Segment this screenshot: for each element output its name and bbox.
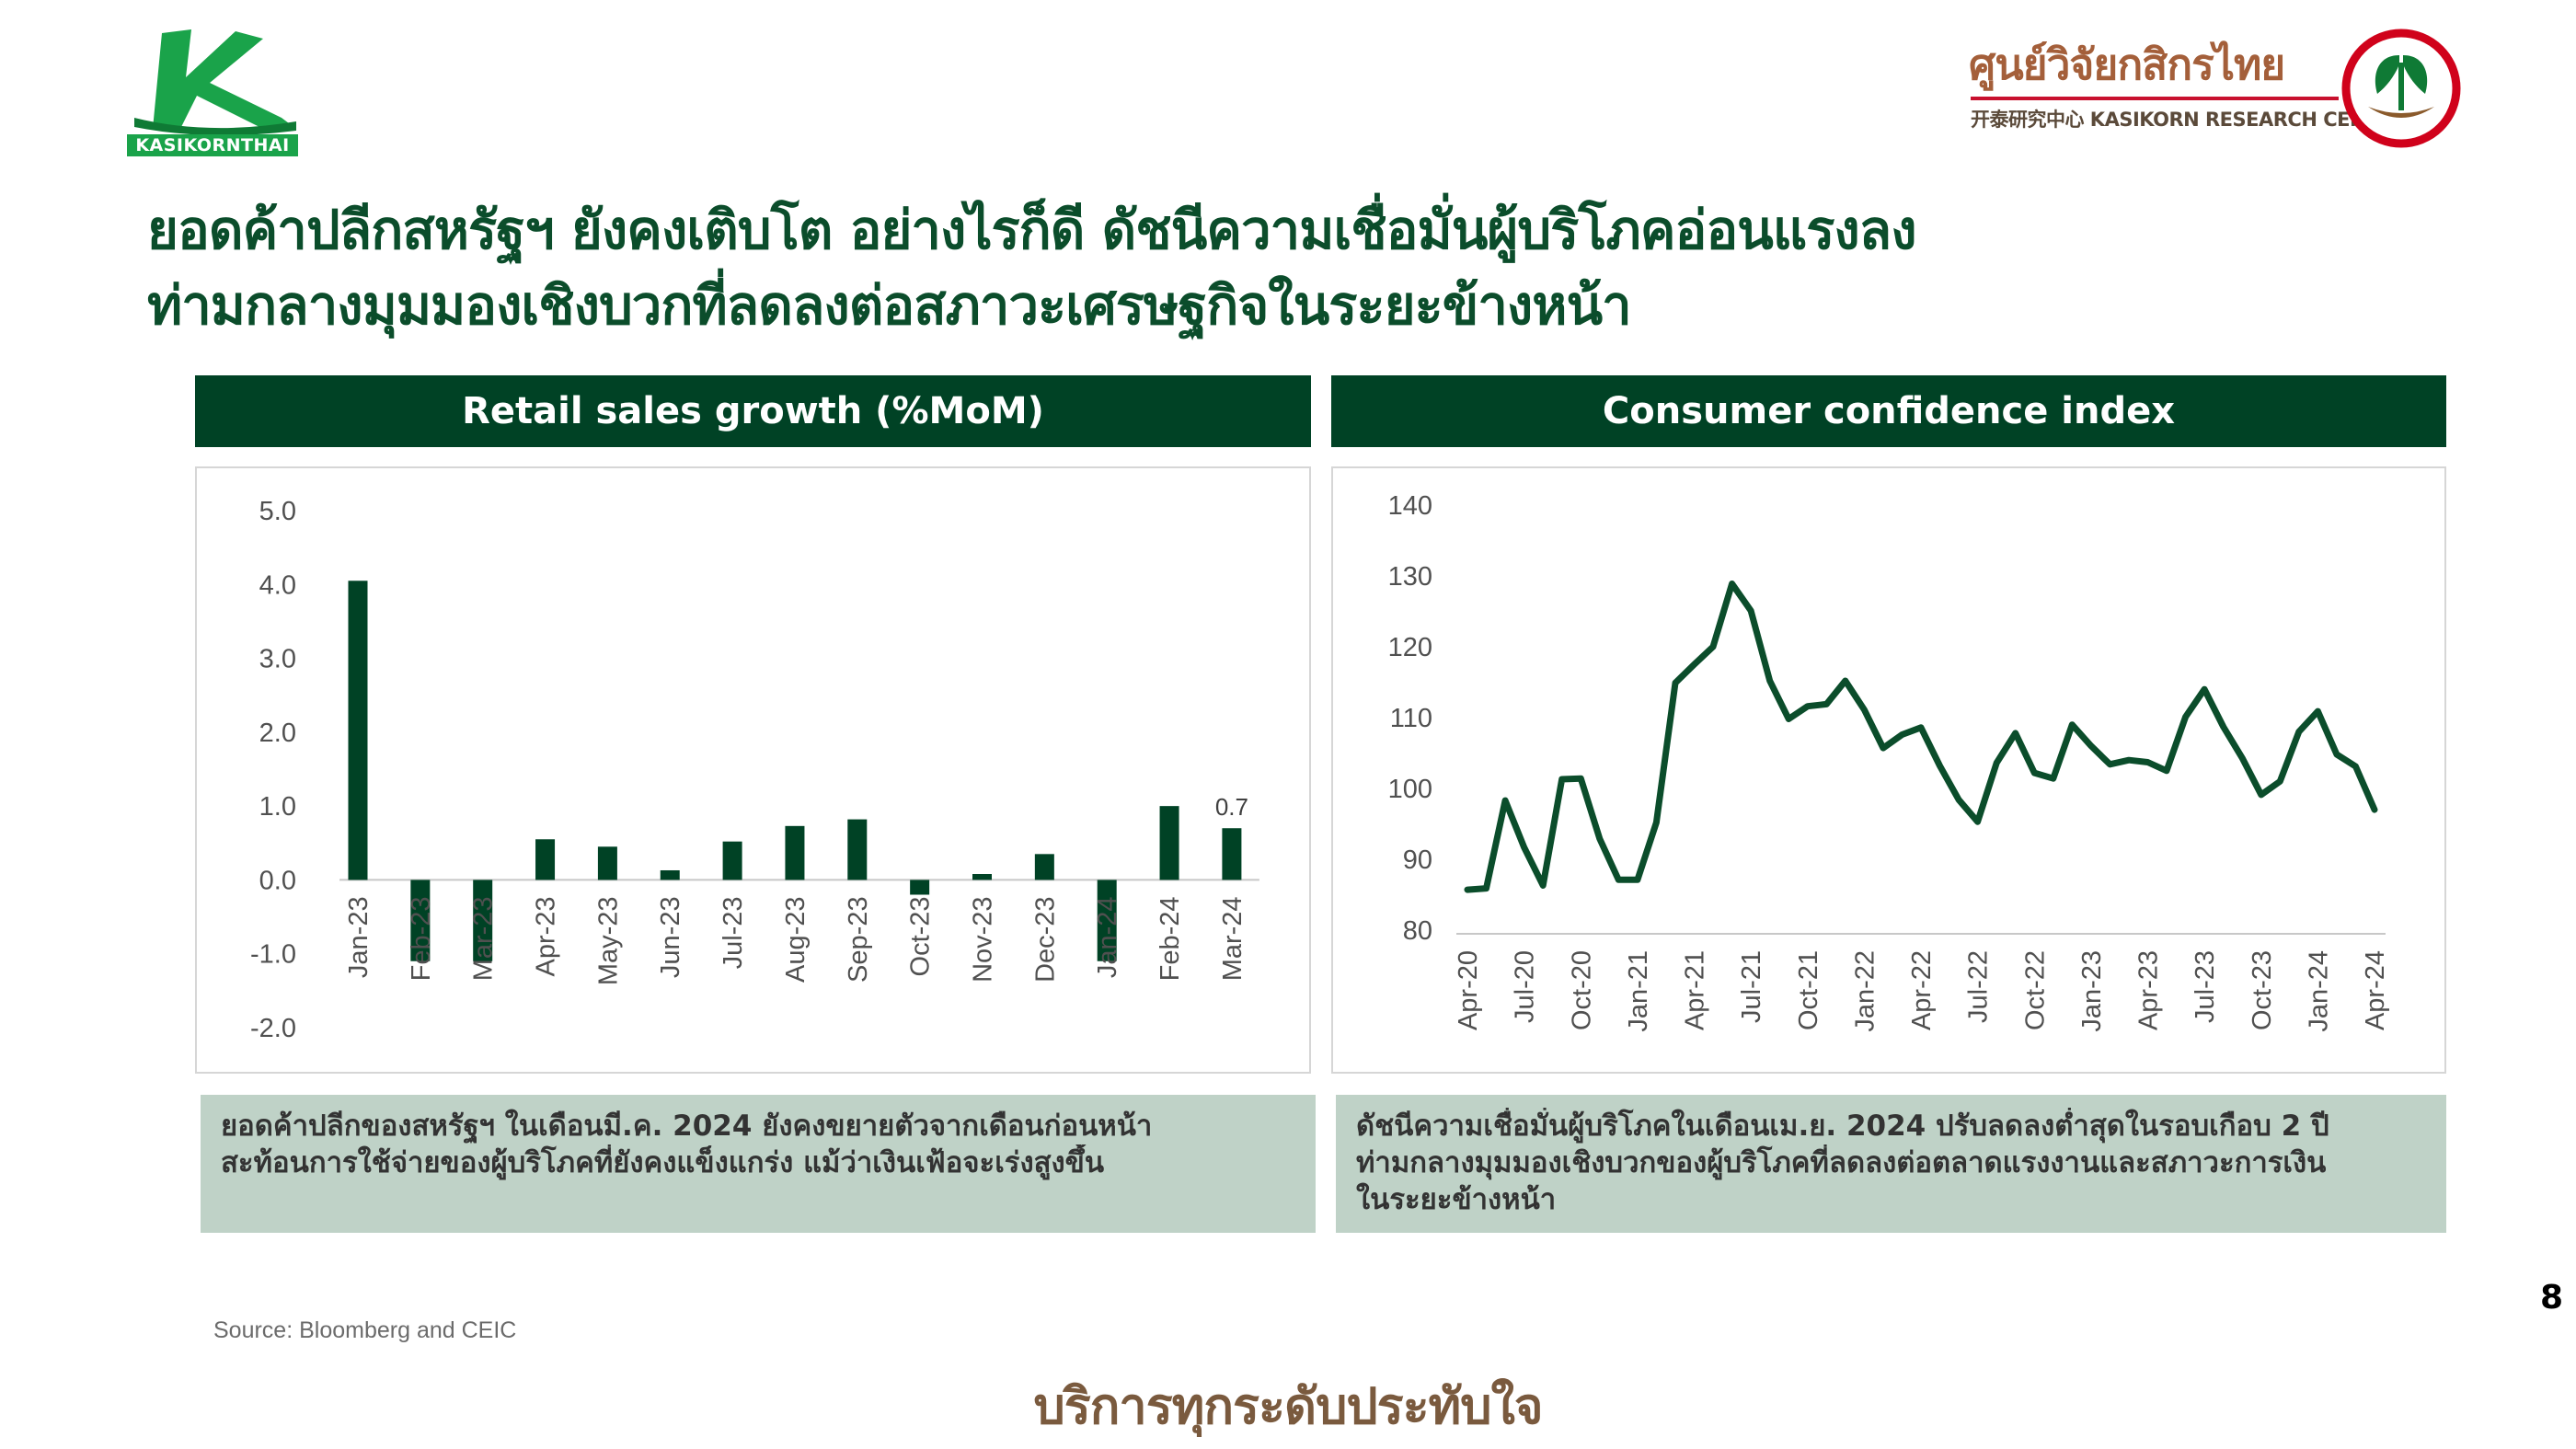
bar-x-tick-label: Apr-23 <box>532 896 561 976</box>
bar-y-tick-label: 2.0 <box>259 719 296 748</box>
k-logo-icon <box>134 29 296 134</box>
bar-data-label: 0.7 <box>1215 793 1248 821</box>
line-x-tick-label: Jul-23 <box>2191 950 2220 1023</box>
bar-x-tick-label: Feb-23 <box>407 896 436 981</box>
bar-x-tick-label: Jan-23 <box>344 896 374 978</box>
headline-line-1: ยอดค้าปลีกสหรัฐฯ ยังคงเติบโต อย่างไรก็ดี… <box>147 199 1917 261</box>
research-center-english-name: 开泰研究中心 KASIKORN RESEARCH CENTER <box>1971 109 2406 131</box>
line-y-tick-label: 80 <box>1403 916 1432 946</box>
bar-x-tick-label: Jun-23 <box>656 896 685 978</box>
bar-y-tick-label: 3.0 <box>259 645 296 674</box>
line-x-tick-label: Oct-21 <box>1794 950 1823 1030</box>
consumer-confidence-note-line-1: ดัชนีความเชื่อมั่นผู้บริโภคในเดือนเม.ย. … <box>1356 1110 2329 1143</box>
bar-Jan-24 <box>1097 880 1117 961</box>
bar-Dec-23 <box>1034 854 1054 880</box>
bar-May-23 <box>597 846 617 880</box>
line-x-tick-label: Jul-20 <box>1511 950 1540 1023</box>
line-x-tick-label: Oct-23 <box>2248 950 2277 1030</box>
bar-Jan-23 <box>348 581 368 880</box>
consumer-confidence-chart-frame: 140 130 120 110 100 90 80 Apr-20 Jul-20 Oct-20 Jan… <box>1331 466 2446 1074</box>
bar-x-tick-label: Oct-23 <box>906 896 936 976</box>
line-y-tick-label: 140 <box>1388 491 1432 521</box>
line-y-tick-label: 120 <box>1388 633 1432 662</box>
logo-divider <box>1971 97 2339 100</box>
bar-x-tick-label: Nov-23 <box>969 896 998 983</box>
line-x-tick-label: Apr-24 <box>2361 950 2390 1030</box>
line-x-tick-label: Oct-22 <box>2020 950 2050 1030</box>
bar-Apr-23 <box>535 839 556 880</box>
line-x-tick-label: Oct-20 <box>1567 950 1596 1030</box>
line-x-tick-label: Jan-23 <box>2077 950 2107 1032</box>
headline-line-2: ท่ามกลางมุมมองเชิงบวกที่ลดลงต่อสภาวะเศรษ… <box>147 274 1632 337</box>
line-x-tick-label: Jul-21 <box>1737 950 1766 1023</box>
retail-sales-note-line-2: สะท้อนการใช้จ่ายของผู้บริโภคที่ยังคงแข็ง… <box>221 1146 1105 1179</box>
consumer-confidence-chart-title: Consumer confidence index <box>1331 375 2446 447</box>
bar-y-tick-label: 0.0 <box>259 866 296 895</box>
line-x-tick-label: Jan-22 <box>1850 950 1880 1032</box>
line-x-tick-label: Apr-23 <box>2134 950 2164 1030</box>
bar-x-tick-label: Jul-23 <box>719 896 748 969</box>
bar-y-tick-label: 5.0 <box>259 497 296 526</box>
bar-Oct-23 <box>910 880 930 895</box>
line-y-tick-label: 100 <box>1388 775 1432 804</box>
consumer-confidence-line-chart: 140 130 120 110 100 90 80 Apr-20 Jul-20 Oct-20 Jan… <box>1388 491 2390 1032</box>
line-x-tick-label: Apr-20 <box>1454 950 1483 1030</box>
line-y-tick-label: 90 <box>1403 845 1432 875</box>
retail-sales-chart-title: Retail sales growth (%MoM) <box>195 375 1311 447</box>
line-x-tick-label: Jul-22 <box>1964 950 1994 1023</box>
bar-Feb-24 <box>1159 806 1179 880</box>
line-x-tick-label: Apr-21 <box>1681 950 1710 1030</box>
bar-Sep-23 <box>847 819 868 880</box>
page-number: 8 <box>2539 1279 2563 1317</box>
bar-y-tick-label: -1.0 <box>250 940 296 970</box>
bar-x-tick-label: Aug-23 <box>781 896 811 983</box>
consumer-confidence-series-line <box>1464 581 2378 893</box>
retail-sales-note-line-1: ยอดค้าปลีกของสหรัฐฯ ในเดือนมี.ค. 2024 ยั… <box>221 1110 1153 1143</box>
kasikornthai-logo: KASIKORNTHAI <box>125 26 300 159</box>
bar-x-tick-label: Mar-24 <box>1218 896 1248 981</box>
bar-Aug-23 <box>785 825 805 880</box>
bar-x-tick-label: Jan-24 <box>1093 896 1122 978</box>
retail-sales-chart-frame: 5.0 4.0 3.0 2.0 1.0 0.0 -1.0 -2.0 Jan-23 Feb-23 Ma… <box>195 466 1311 1074</box>
consumer-confidence-note: ดัชนีความเชื่อมั่นผู้บริโภคในเดือนเม.ย. … <box>1336 1095 2446 1233</box>
bar-Jun-23 <box>660 869 680 880</box>
consumer-confidence-note-line-3: ในระยะข้างหน้า <box>1356 1183 1557 1216</box>
bar-y-tick-label: 4.0 <box>259 570 296 600</box>
source-note: Source: Bloomberg and CEIC <box>213 1317 517 1343</box>
retail-sales-note: ยอดค้าปลีกของสหรัฐฯ ในเดือนมี.ค. 2024 ยั… <box>201 1095 1316 1233</box>
bar-Mar-24 <box>1222 828 1242 880</box>
bar-y-tick-label: 1.0 <box>259 792 296 822</box>
kasikornthai-wordmark: KASIKORNTHAI <box>127 134 298 156</box>
bar-Mar-23 <box>473 880 493 961</box>
research-center-thai-name: ศูนย์วิจัยกสิกรไทย <box>1969 40 2285 89</box>
line-x-tick-label: Jan-24 <box>2304 950 2333 1032</box>
bar-Feb-23 <box>410 880 431 961</box>
bar-Nov-23 <box>972 874 992 880</box>
bar-Jul-23 <box>722 841 742 880</box>
bar-x-tick-label: May-23 <box>593 896 623 985</box>
bar-x-tick-label: Mar-23 <box>469 896 499 981</box>
kasikorn-research-logo: ศูนย์วิจัยกสิกรไทย 开泰研究中心 KASIKORN RESEA… <box>1960 28 2466 156</box>
bar-x-tick-label: Feb-24 <box>1156 896 1185 981</box>
slogan: บริการทุกระดับประทับใจ <box>1033 1377 1543 1435</box>
bar-y-tick-label: -2.0 <box>250 1014 296 1043</box>
bar-x-tick-label: Dec-23 <box>1030 896 1060 983</box>
kasikorn-seal-icon <box>2341 29 2461 148</box>
retail-sales-bar-chart: 5.0 4.0 3.0 2.0 1.0 0.0 -1.0 -2.0 Jan-23 Feb-23 Ma… <box>250 497 1259 1043</box>
line-x-tick-label: Jan-21 <box>1624 950 1653 1032</box>
line-x-tick-label: Apr-22 <box>1907 950 1937 1030</box>
consumer-confidence-note-line-2: ท่ามกลางมุมมองเชิงบวกของผู้บริโภคที่ลดลง… <box>1356 1146 2327 1179</box>
line-y-tick-label: 110 <box>1390 704 1432 733</box>
bar-x-tick-label: Sep-23 <box>844 896 873 983</box>
line-y-tick-label: 130 <box>1388 562 1432 592</box>
